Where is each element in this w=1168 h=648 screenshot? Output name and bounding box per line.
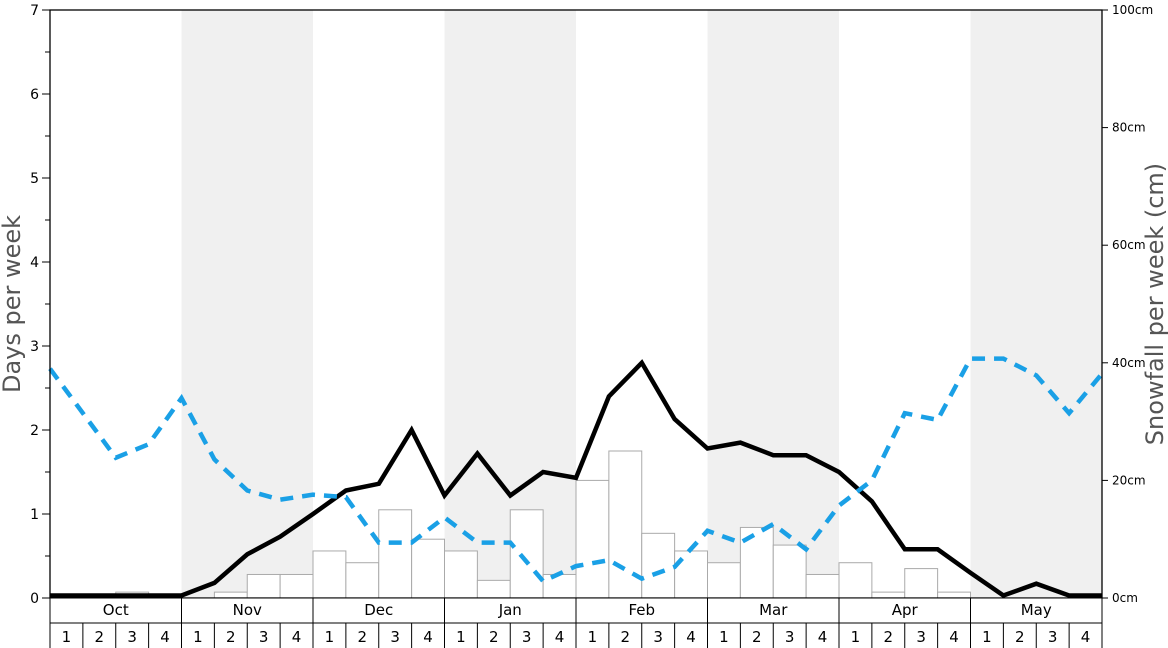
week-label: 2	[489, 628, 499, 646]
month-shade-band	[970, 10, 1102, 598]
week-label: 2	[621, 628, 631, 646]
month-label: May	[1021, 601, 1052, 619]
snowfall-bar	[542, 573, 577, 599]
left-tick-label: 5	[30, 171, 39, 187]
week-label: 2	[1015, 628, 1025, 646]
month-label: Dec	[364, 601, 393, 619]
left-axis: 0 1 2 3 4 5 6 7	[30, 3, 50, 607]
week-label: 4	[686, 628, 696, 646]
week-row: 1 2 3 4 1 2 3 4 1 2 3 4 1 2 3 4 1 2 3 4 1 2 3 4 1 2 3 4 1 2 3 4	[49, 622, 1103, 648]
left-axis-title: Days per week	[0, 215, 26, 393]
right-tick-label: 20cm	[1112, 473, 1146, 487]
week-label: 2	[884, 628, 894, 646]
week-label: 3	[522, 628, 532, 646]
week-label: 3	[653, 628, 663, 646]
dashed-day-line	[48, 356, 1104, 584]
snowfall-bar	[312, 550, 347, 599]
snowfall-bar	[805, 573, 840, 599]
week-label: 4	[555, 628, 565, 646]
week-label: 2	[752, 628, 762, 646]
snowfall-bar	[213, 591, 248, 599]
snowfall-bar	[707, 562, 741, 599]
week-label: 4	[160, 628, 170, 646]
snowfall-bar	[838, 562, 873, 599]
snowfall-bar	[476, 579, 511, 599]
week-label: 1	[719, 628, 729, 646]
snowfall-bar	[509, 509, 544, 599]
right-axis-title: Snowfall per week (cm)	[1141, 163, 1168, 445]
snowfall-bar	[904, 568, 939, 599]
snowfall-bar	[641, 532, 676, 599]
snowfall-bar	[772, 544, 807, 599]
snowfall-bar	[444, 550, 478, 599]
snowfall-bar	[378, 509, 413, 599]
week-label: 4	[1081, 628, 1091, 646]
month-row: Oct Nov Dec Jan Feb Mar Apr May	[49, 597, 1103, 624]
month-label: Feb	[628, 601, 655, 619]
right-tick-label: 40cm	[1112, 356, 1146, 370]
solid-day-line	[50, 359, 1102, 599]
snowfall-bar	[575, 479, 610, 599]
right-axis: 0cm 20cm 40cm 60cm 80cm 100cm	[1102, 3, 1153, 605]
snowfall-bar	[246, 573, 281, 599]
snowfall-bar	[345, 562, 380, 599]
week-label: 1	[851, 628, 861, 646]
right-tick-label: 60cm	[1112, 238, 1146, 252]
month-shading	[181, 10, 1102, 598]
snowfall-bar	[411, 538, 445, 599]
month-label: Apr	[892, 601, 919, 619]
week-label: 1	[982, 628, 992, 646]
week-label: 2	[358, 628, 368, 646]
month-shade-band	[181, 10, 313, 598]
week-label: 1	[456, 628, 466, 646]
right-tick-label: 100cm	[1112, 3, 1153, 17]
week-label: 3	[259, 628, 269, 646]
right-tick-label: 80cm	[1112, 121, 1146, 135]
week-label: 4	[818, 628, 828, 646]
week-label: 1	[588, 628, 598, 646]
month-label: Jan	[498, 601, 522, 619]
snowfall-bar	[279, 573, 314, 599]
week-label: 4	[423, 628, 433, 646]
snowfall-bars	[115, 450, 971, 599]
left-tick-label: 1	[30, 507, 39, 523]
left-tick-label: 6	[30, 87, 39, 103]
snowfall-bar	[674, 550, 708, 599]
week-label: 3	[390, 628, 400, 646]
month-shade-band	[444, 10, 576, 598]
month-shade-band	[707, 10, 839, 598]
week-label: 1	[325, 628, 335, 646]
day-lines	[48, 356, 1104, 599]
left-tick-label: 7	[30, 3, 39, 19]
week-label: 3	[127, 628, 137, 646]
month-label: Oct	[103, 601, 129, 619]
week-label: 4	[949, 628, 959, 646]
week-label: 2	[95, 628, 105, 646]
month-label: Mar	[759, 601, 788, 619]
left-tick-label: 3	[30, 339, 39, 355]
right-tick-label: 0cm	[1112, 591, 1138, 605]
snowfall-bar	[871, 591, 906, 599]
week-label: 3	[916, 628, 926, 646]
week-label: 2	[226, 628, 236, 646]
left-tick-label: 0	[30, 591, 39, 607]
week-label: 3	[1048, 628, 1058, 646]
left-tick-label: 4	[30, 255, 39, 271]
week-label: 3	[785, 628, 795, 646]
month-label: Nov	[233, 601, 262, 619]
week-label: 1	[62, 628, 72, 646]
snowfall-bar	[937, 591, 971, 599]
week-label: 4	[292, 628, 302, 646]
week-label: 1	[193, 628, 203, 646]
left-tick-label: 2	[30, 423, 39, 439]
